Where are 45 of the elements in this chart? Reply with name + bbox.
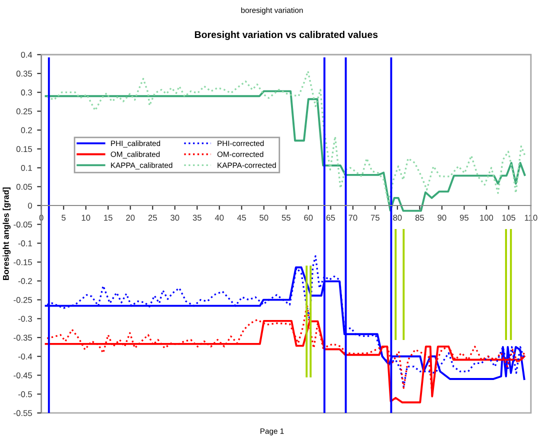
x-tick-label: 15 <box>104 214 112 221</box>
x-tick-label: 85 <box>415 214 424 221</box>
x-tick-label: 75 <box>370 214 380 221</box>
x-tick-label: 40 <box>214 214 224 221</box>
x-tick-label: 65 <box>326 214 335 221</box>
x-tick-label: 55 <box>282 214 290 221</box>
x-tick-label: 95 <box>460 214 468 221</box>
y-tick-label: -0.25 <box>14 297 32 303</box>
x-tick-label: 45 <box>237 214 246 221</box>
x-tick-label: 5 <box>62 214 66 221</box>
y-tick-label: 0 <box>28 202 32 209</box>
x-tick-label: 35 <box>192 214 202 221</box>
y-axis-title: Boresight angles [grad] <box>2 187 11 280</box>
y-tick-label: -0.15 <box>14 259 32 266</box>
y-tick-label: -0.05 <box>14 222 32 228</box>
x-tick-label: 70 <box>348 214 358 221</box>
line-series <box>46 70 526 204</box>
x-tick-label: 60 <box>304 214 313 221</box>
y-tick-label: -0.35 <box>14 334 32 341</box>
x-tick-label: 90 <box>438 214 446 221</box>
x-tick-label: 30 <box>170 214 180 221</box>
y-tick-label: 0.25 <box>16 108 32 114</box>
line-series <box>44 90 526 212</box>
x-tick-label: 105 <box>502 214 516 221</box>
x-tick-label: 100 <box>480 214 494 221</box>
y-tick-label: 0.2 <box>21 127 32 134</box>
y-tick-label: -0.45 <box>14 372 32 378</box>
y-tick-label: 0.35 <box>16 70 32 77</box>
y-tick-label: 0.1 <box>21 164 32 171</box>
x-tick-label: 20 <box>126 214 135 221</box>
x-tick-label: 25 <box>148 214 157 221</box>
x-tick-label: 50 <box>260 214 268 221</box>
y-tick-label: 0.15 <box>16 146 32 152</box>
y-tick-label: -0.5 <box>18 391 32 398</box>
x-tick-label: 80 <box>393 214 402 221</box>
x-tick-label: 10 <box>82 214 90 221</box>
y-tick-label: -0.3 <box>18 316 32 322</box>
y-tick-label: 0.4 <box>21 52 32 58</box>
y-tick-label: -0.1 <box>18 240 32 246</box>
y-tick-label: -0.4 <box>18 354 32 360</box>
chart-title: Boresight variation vs calibrated values <box>194 30 378 40</box>
y-tick-label: -0.2 <box>18 278 32 284</box>
y-tick-label: -0.55 <box>14 410 32 416</box>
y-tick-label: 0.05 <box>16 184 32 190</box>
y-tick-label: 0.3 <box>21 90 32 96</box>
